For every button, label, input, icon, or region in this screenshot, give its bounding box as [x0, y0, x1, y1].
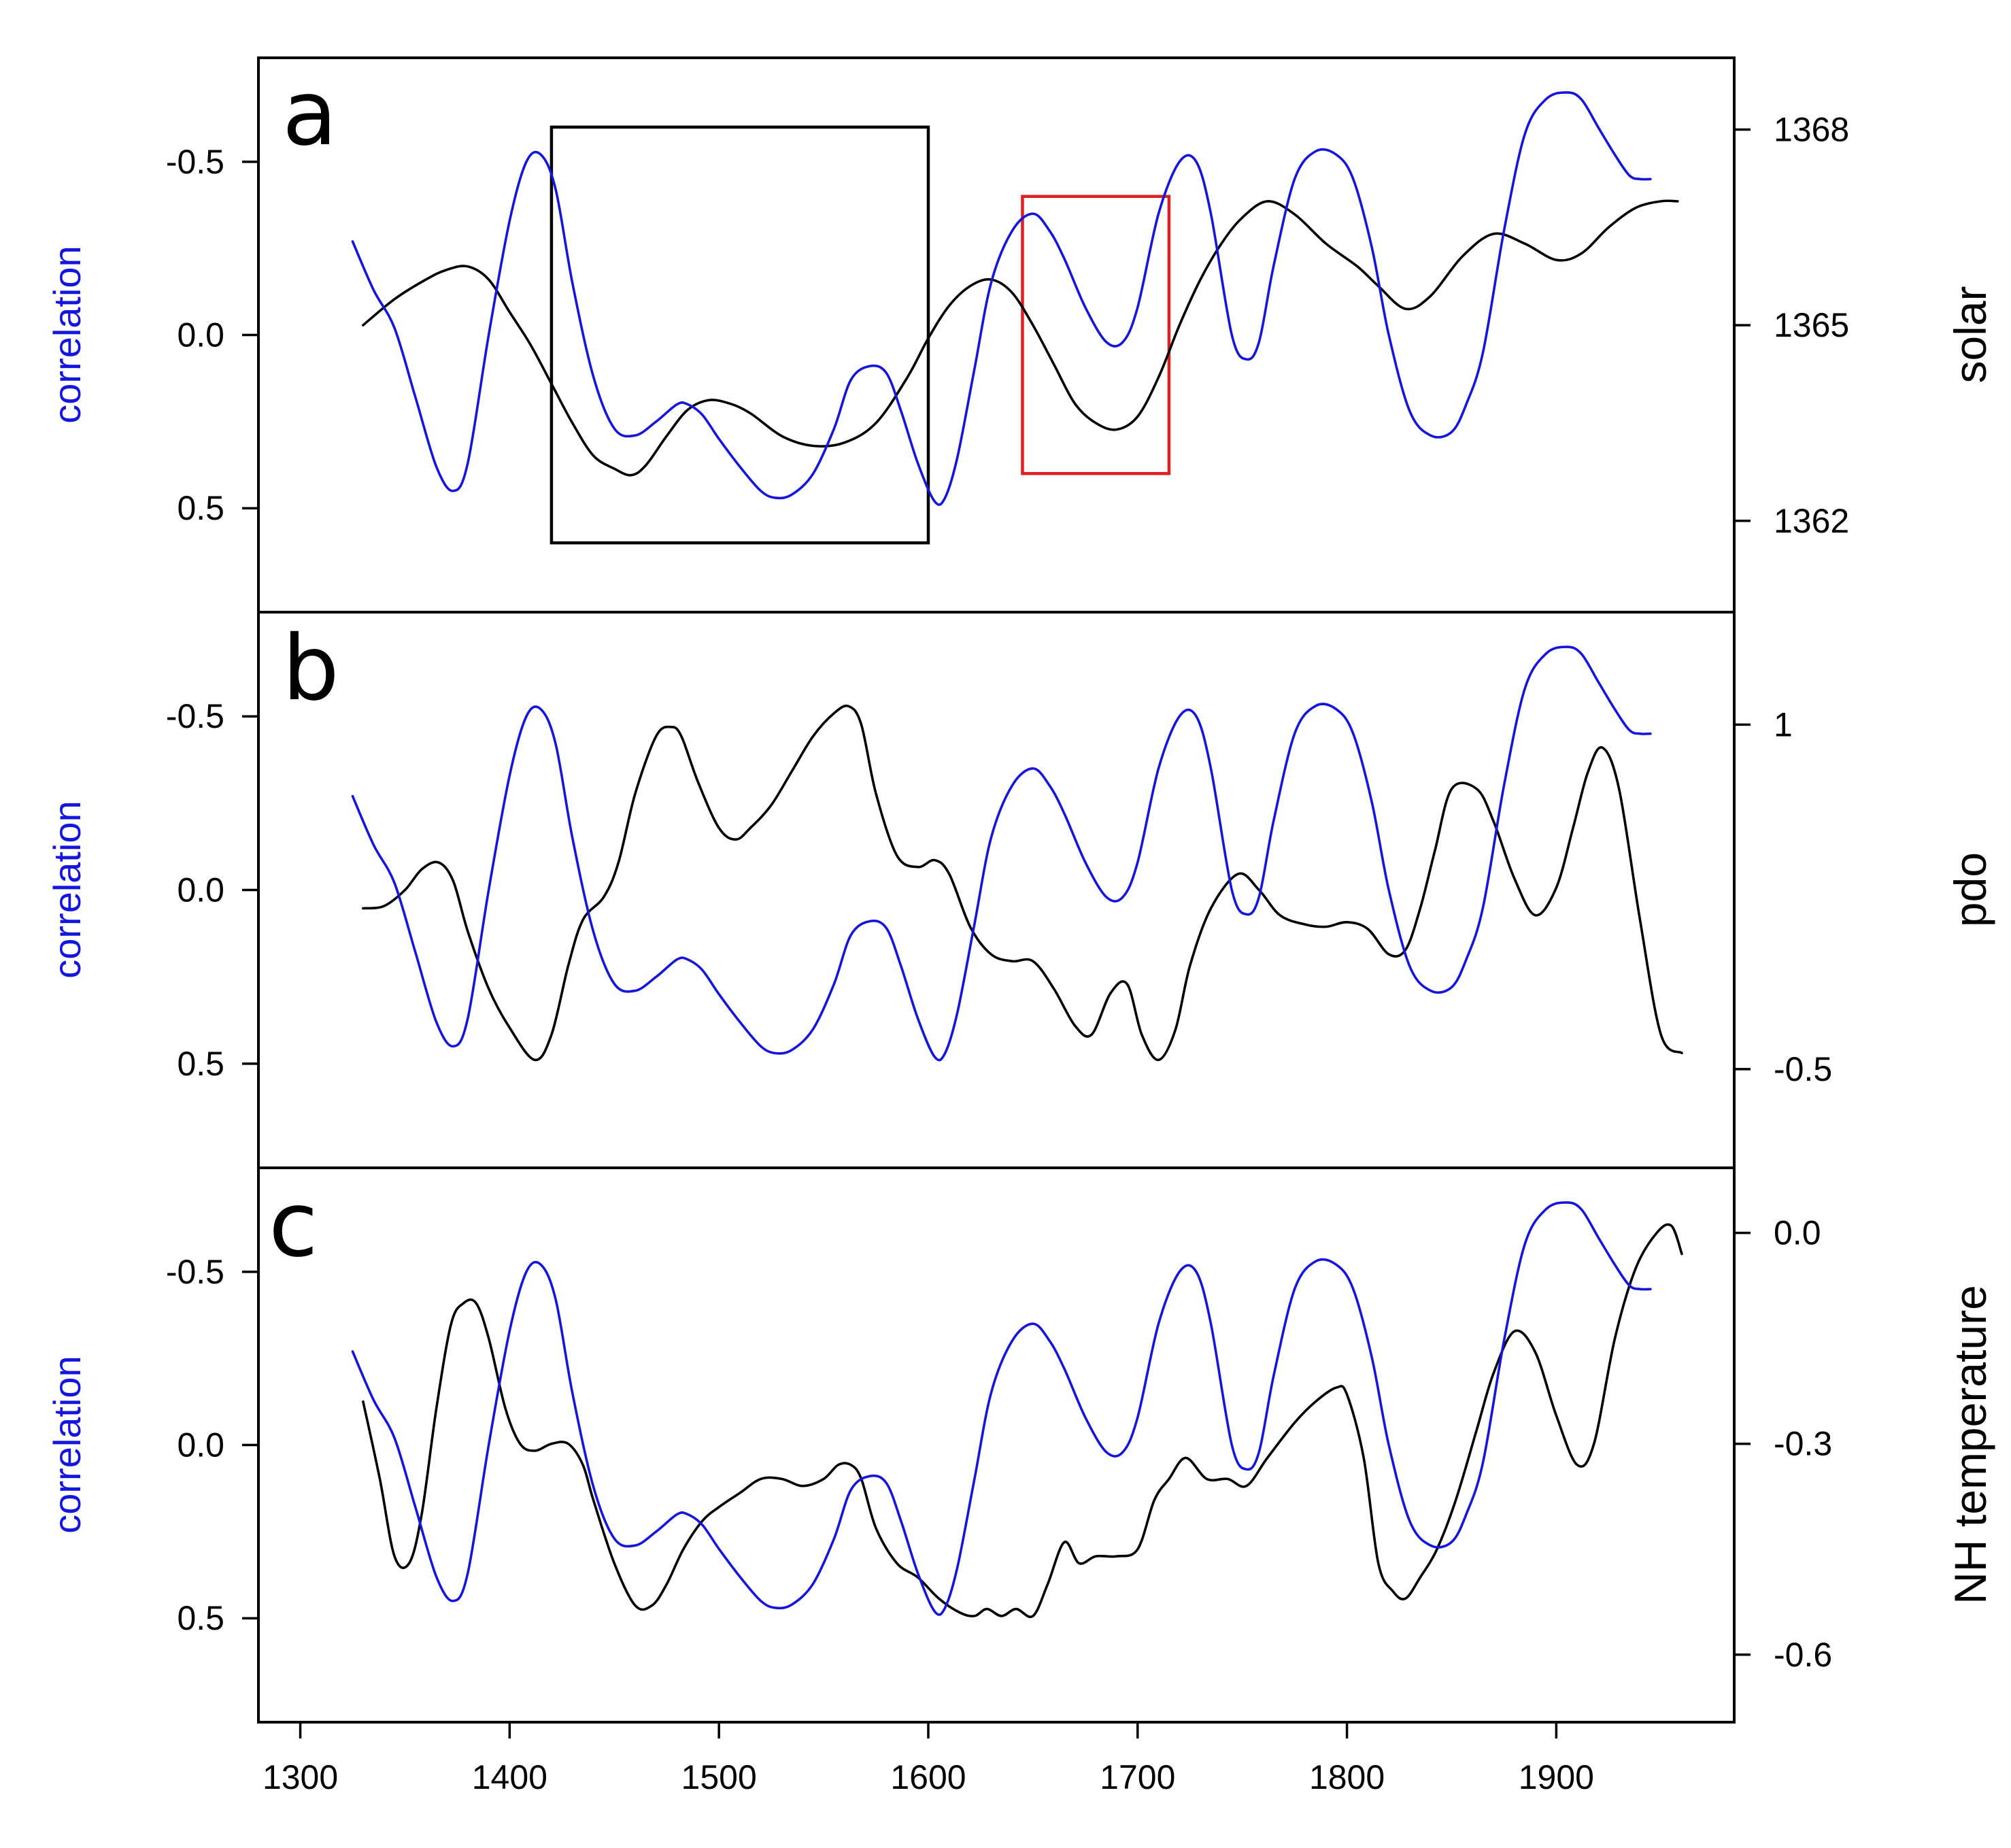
panel-b-left-axis: -0.5 0.0 0.5 — [166, 697, 258, 1083]
panel-a-correlation-line — [351, 91, 1652, 506]
right-tick-label: -0.6 — [1774, 1636, 1832, 1674]
panel-letter-c: c — [269, 1173, 318, 1277]
x-tick-label: 1800 — [1309, 1758, 1385, 1796]
right-tick-label: 1365 — [1774, 306, 1849, 344]
x-axis: 1300 1400 1500 1600 1700 1800 1900 — [263, 1722, 1594, 1796]
right-tick-label: 1368 — [1774, 110, 1849, 148]
highlight-box-black — [550, 125, 930, 545]
left-tick-label: 0.5 — [177, 1599, 224, 1637]
right-tick-label: 1362 — [1774, 502, 1849, 540]
x-tick-label: 1700 — [1100, 1758, 1175, 1796]
panel-a-right-axis-label: solar — [1945, 286, 1995, 383]
left-tick-label: 0.5 — [177, 489, 224, 527]
panel-b: b -0.5 0.0 0.5 1 -0.5 correlation pdo — [46, 611, 1995, 1169]
right-tick-label: 1 — [1774, 705, 1793, 743]
panel-letter-b: b — [282, 616, 339, 721]
panel-a-left-axis: -0.5 0.0 0.5 — [166, 143, 258, 527]
panel-c-right-axis-label: NH temperature — [1945, 1285, 1995, 1605]
x-tick-label: 1500 — [681, 1758, 757, 1796]
panel-a-right-axis: 1368 1365 1362 — [1734, 110, 1849, 540]
left-tick-label: 0.0 — [177, 316, 224, 354]
right-tick-label: -0.5 — [1774, 1050, 1832, 1088]
panel-c-nh-temperature-line — [362, 1223, 1683, 1618]
panel-a: a -0.5 0.0 0.5 1368 1365 1362 correlation so… — [46, 56, 1995, 614]
panel-a-solar-line — [362, 199, 1679, 477]
panel-a-left-axis-label: correlation — [46, 246, 88, 423]
left-tick-label: 0.0 — [177, 871, 224, 909]
panel-letter-a: a — [282, 61, 337, 166]
left-tick-label: -0.5 — [166, 1253, 224, 1291]
panel-c-left-axis-label: correlation — [46, 1356, 88, 1533]
panel-c-left-axis: -0.5 0.0 0.5 — [166, 1253, 258, 1637]
left-tick-label: -0.5 — [166, 697, 224, 735]
x-tick-label: 1300 — [263, 1758, 338, 1796]
panel-b-correlation-line — [351, 645, 1652, 1062]
panel-b-pdo-line — [362, 704, 1683, 1062]
panel-b-right-axis: 1 -0.5 — [1734, 705, 1832, 1088]
panel-b-left-axis-label: correlation — [46, 801, 88, 978]
panel-c-right-axis: 0.0 -0.3 -0.6 — [1734, 1214, 1832, 1674]
right-tick-label: 0.0 — [1774, 1214, 1821, 1252]
x-tick-label: 1600 — [890, 1758, 966, 1796]
panel-b-right-axis-label: pdo — [1945, 852, 1995, 927]
x-tick-label: 1900 — [1519, 1758, 1594, 1796]
panel-a-highlight-boxes — [550, 125, 1171, 545]
highlight-box-red — [1021, 195, 1171, 475]
right-tick-label: -0.3 — [1774, 1425, 1832, 1463]
panel-c-frame — [257, 1166, 1736, 1724]
panel-c-correlation-line — [351, 1201, 1652, 1616]
left-tick-label: 0.0 — [177, 1426, 224, 1464]
panel-b-frame — [257, 611, 1736, 1169]
left-tick-label: 0.5 — [177, 1045, 224, 1083]
panel-c: c -0.5 0.0 0.5 0.0 -0.3 -0.6 correlation NH … — [46, 1166, 1995, 1724]
panel-a-frame — [257, 56, 1736, 614]
x-tick-label: 1400 — [472, 1758, 547, 1796]
left-tick-label: -0.5 — [166, 143, 224, 181]
